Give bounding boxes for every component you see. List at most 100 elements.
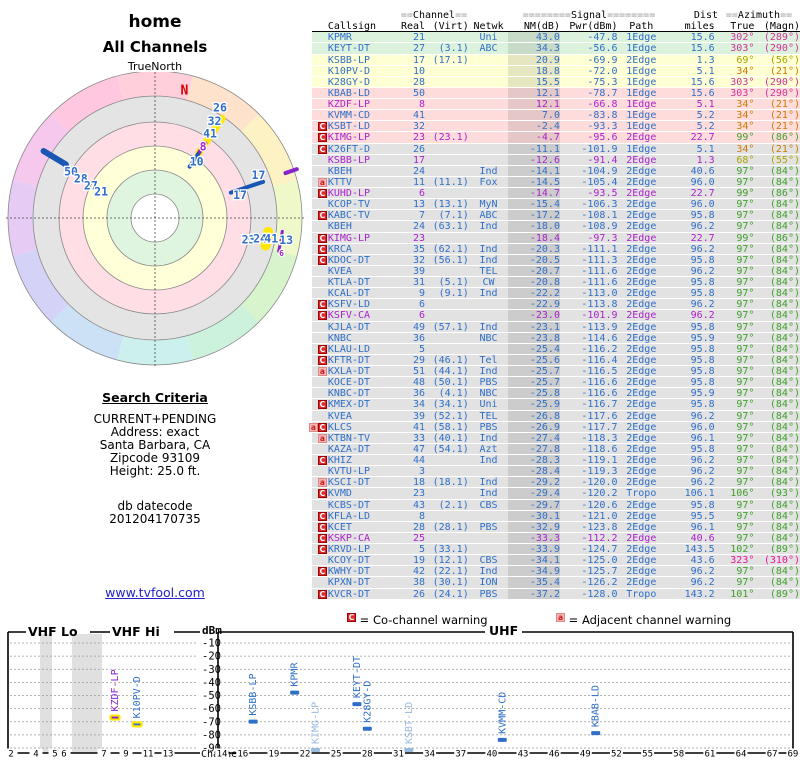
cell-cs: KWHY-DT xyxy=(327,566,371,578)
cell-pa: 2Edge xyxy=(626,277,657,288)
criteria-line: CURRENT+PENDING xyxy=(93,412,217,426)
cell-pa: 2Edge xyxy=(626,477,657,489)
table-row: KCAL-DT 9 (9.1) Ind -22.2 -113.0 2Edge 95.8 97° (… xyxy=(312,288,800,300)
cell-tr: 97° xyxy=(736,243,755,255)
cell-tr: 101° xyxy=(730,588,755,600)
table-row: C KRCA 35 (62.1) Ind -20.3 -111.1 2Edge 96.2 97° (… xyxy=(312,243,800,255)
cell-cs: KVEA xyxy=(327,265,352,277)
cell-re: 38 xyxy=(413,577,426,589)
radar-channel-label: 17 xyxy=(233,188,247,202)
cell-re: 36 xyxy=(413,332,426,344)
cell-pa: 2Edge xyxy=(626,377,657,389)
cell-mg: (84°) xyxy=(769,377,800,389)
cell-nm: -20.3 xyxy=(508,243,560,255)
cell-pa: 2Edge xyxy=(626,399,657,411)
cell-re: 26 xyxy=(413,143,426,155)
cell-vi xyxy=(425,344,469,354)
svg-text:61: 61 xyxy=(704,750,715,760)
cell-mg: (84°) xyxy=(769,499,800,511)
cell-cs: KBEH xyxy=(327,165,352,177)
radar-channel-label: 32 xyxy=(208,114,222,128)
cell-pw: -118.3 xyxy=(581,432,618,444)
cell-pw: -120.0 xyxy=(581,477,618,489)
cell-nm: -34.9 xyxy=(508,566,560,577)
cell-cs: KIMG-LP xyxy=(327,232,371,244)
cell-mg: (84°) xyxy=(769,399,800,411)
cell-pa: 1Edge xyxy=(626,110,657,122)
cell-nm: 7.0 xyxy=(508,110,560,121)
table-row: KSBB-LP 17 (17.1) 20.9 -69.9 2Edge 1.3 69° (56°) xyxy=(312,54,800,66)
signal-table: ==Channel== ========Signal======== Dist … xyxy=(308,10,800,600)
cell-cs: K26FT-D xyxy=(327,143,371,155)
cell-nm: -32.9 xyxy=(508,521,560,533)
cell-pa: 1Edge xyxy=(626,99,657,110)
cell-di: 5.1 xyxy=(696,65,715,77)
cell-vi xyxy=(425,121,469,131)
cell-cs: KPXN-DT xyxy=(327,577,371,589)
cell-cs: KSCI-DT xyxy=(327,477,371,489)
cell-nm: -27.4 xyxy=(508,432,560,444)
cell-di: 96.2 xyxy=(690,455,715,466)
cell-mg: (56°) xyxy=(769,54,800,66)
svg-text:-50: -50 xyxy=(202,690,221,702)
co-channel-legend: C = Co-channel warning xyxy=(347,613,488,627)
cell-pw: -101.9 xyxy=(581,143,618,155)
table-row: KVMM-CD 41 7.0 -83.8 1Edge 5.2 34° (21°) xyxy=(312,110,800,122)
cell-ne xyxy=(469,544,509,554)
cell-cs: KVTU-LP xyxy=(327,466,371,478)
cell-cs: KLAU-LD xyxy=(327,343,371,355)
cell-di: 96.2 xyxy=(690,265,715,277)
cell-nm: 12.1 xyxy=(508,99,560,110)
north-label: N xyxy=(181,83,189,98)
criteria-line: Height: 25.0 ft. xyxy=(109,464,201,478)
cell-nm: -25.4 xyxy=(508,343,560,355)
table-row: K10PV-D 10 18.8 -72.0 1Edge 5.1 34° (21°) xyxy=(312,65,800,77)
cell-cs: KDOC-DT xyxy=(327,254,371,266)
table-row: C KFTR-DT 29 (46.1) Tel -25.6 -116.4 2Edge 95.8 9… xyxy=(312,354,800,366)
radar-marker-line xyxy=(283,167,299,176)
cell-pa: 2Edge xyxy=(626,577,657,589)
cell-pa: 2Edge xyxy=(626,154,657,166)
cell-ne xyxy=(469,466,509,476)
cell-vi xyxy=(425,166,469,176)
signal-bar xyxy=(404,748,414,752)
warning-cell: C xyxy=(312,244,328,254)
table-row: C KWHY-DT 42 (22.1) Ind -34.9 -125.7 2Edge 96.2 9… xyxy=(312,566,800,578)
co-channel-warning-icon: C xyxy=(347,613,356,622)
cell-re: 44 xyxy=(413,455,426,466)
cell-pw: -117.7 xyxy=(581,421,618,433)
svg-text:46: 46 xyxy=(549,750,560,760)
radar-channel-label: 17 xyxy=(252,168,266,182)
warning-cell xyxy=(312,55,328,65)
db-datecode-value: 201204170735 xyxy=(109,512,201,526)
cell-re: 28 xyxy=(413,76,426,88)
cell-di: 5.1 xyxy=(696,143,715,155)
cell-cs: KBAB-LD xyxy=(327,87,371,99)
co-channel-warning-icon: C xyxy=(317,122,327,132)
cell-di: 96.2 xyxy=(690,577,715,589)
cell-pw: -93.3 xyxy=(587,121,618,133)
cell-pa: 2Edge xyxy=(626,221,657,233)
tvfool-link[interactable]: www.tvfool.com xyxy=(105,585,205,600)
cell-mg: (84°) xyxy=(769,577,800,589)
cell-ne: Ind xyxy=(479,165,498,177)
cell-vi xyxy=(425,466,469,476)
cell-nm: -28.3 xyxy=(508,455,560,466)
dbm-axis-label: dBm xyxy=(202,624,222,637)
search-criteria: Search Criteria CURRENT+PENDING Address: … xyxy=(0,391,310,478)
warning-cell xyxy=(312,500,328,510)
cell-tr: 97° xyxy=(736,221,755,233)
cell-mg: (84°) xyxy=(769,455,800,466)
cell-di: 106.1 xyxy=(684,488,715,500)
cell-tr: 97° xyxy=(736,254,755,266)
co-channel-warning-icon: C xyxy=(317,133,327,143)
cell-di: 143.5 xyxy=(684,544,715,555)
cell-di: 96.2 xyxy=(690,566,715,578)
cell-mg: (84°) xyxy=(769,510,800,522)
cell-tr: 303° xyxy=(730,43,755,55)
cell-di: 15.6 xyxy=(690,76,715,88)
cell-re: 9 xyxy=(419,288,426,300)
cell-mg: (84°) xyxy=(769,410,800,422)
cell-tr: 68° xyxy=(736,154,755,166)
